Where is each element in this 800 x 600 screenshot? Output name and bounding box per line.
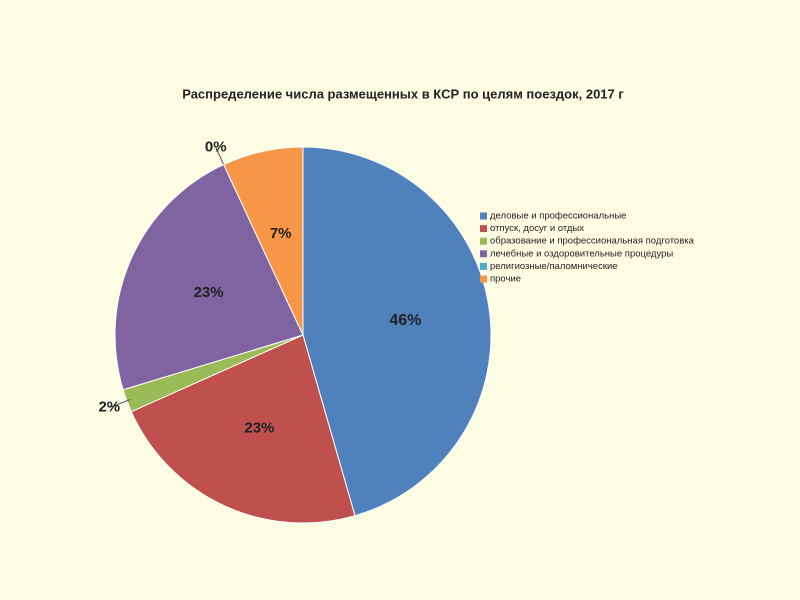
legend-swatch — [480, 225, 487, 233]
pie-slice — [302, 146, 492, 517]
legend-label: лечебные и оздоровительные процедуры — [490, 248, 673, 259]
pie-slice — [130, 334, 356, 524]
data-label: 7% — [270, 225, 292, 242]
legend-swatch — [480, 237, 487, 245]
legend-swatch — [480, 250, 487, 258]
legend-swatch — [480, 262, 487, 270]
data-label: 2% — [98, 398, 120, 415]
data-label: 46% — [389, 312, 421, 329]
legend-label: религиозные/паломнические — [490, 261, 618, 272]
data-label: 23% — [244, 420, 274, 437]
legend-label: образование и профессиональная подготовк… — [490, 236, 695, 247]
legend-swatch — [480, 275, 487, 283]
data-label: 23% — [194, 284, 224, 301]
pie-slice — [114, 163, 304, 391]
leader-line — [109, 399, 131, 408]
legend-swatch — [480, 212, 487, 220]
legend-label: прочие — [490, 274, 521, 285]
legend-label: деловые и профессиональные — [490, 211, 626, 222]
chart-title: Распределение числа размещенных в КСР по… — [182, 86, 624, 101]
data-label: 0% — [205, 138, 227, 155]
legend-label: отпуск, досуг и отдых — [490, 223, 584, 234]
pie-slice — [223, 146, 304, 336]
